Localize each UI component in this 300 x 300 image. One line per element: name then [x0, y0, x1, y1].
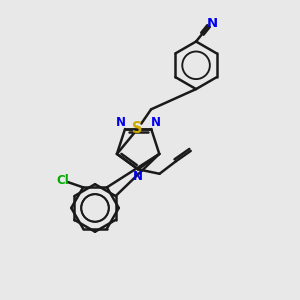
- Text: N: N: [207, 16, 218, 30]
- Text: Cl: Cl: [56, 174, 69, 187]
- Text: N: N: [151, 116, 160, 130]
- Text: N: N: [116, 116, 126, 130]
- Text: S: S: [133, 121, 143, 136]
- Text: N: N: [133, 170, 143, 183]
